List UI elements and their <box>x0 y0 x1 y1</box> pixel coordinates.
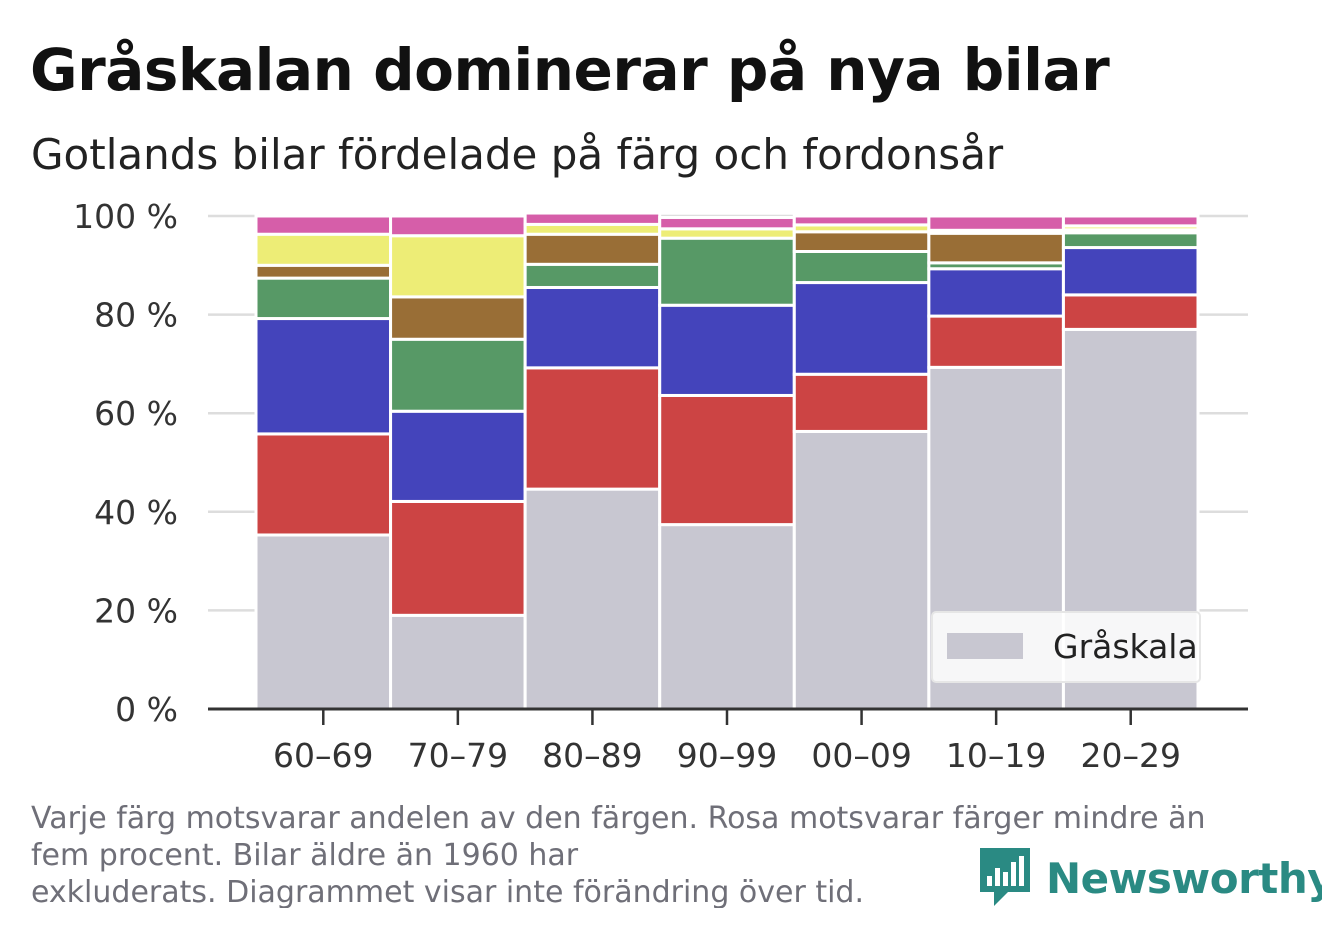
bar-segment <box>389 613 527 711</box>
bar-segment <box>389 499 527 617</box>
bar-segment <box>792 249 931 285</box>
bar-segment <box>658 523 796 711</box>
bar-segment <box>927 314 1065 369</box>
y-tick-label: 80 % <box>94 296 178 335</box>
x-tick-label: 80–89 <box>542 736 642 775</box>
y-tick-label: 60 % <box>94 394 178 433</box>
bar-segment <box>254 317 393 436</box>
bar-segment <box>658 215 796 231</box>
bar-segment <box>658 393 796 527</box>
bar-segment <box>254 432 393 537</box>
stacked-bar-chart: 0 % 20 % 40 % 60 % 80 % 100 % 60–69 70–79 80–89 9… <box>73 197 1248 775</box>
x-tick-label: 60–69 <box>273 736 373 775</box>
legend-label-graskala: Gråskala <box>1053 627 1198 666</box>
bar-segment <box>1061 293 1200 331</box>
bar-segment <box>523 262 662 289</box>
bar-segment <box>254 263 393 280</box>
bar-segment <box>792 230 931 253</box>
y-tick-label: 40 % <box>94 493 178 532</box>
bar-segment <box>792 281 931 376</box>
bar-segment <box>254 276 393 321</box>
footnote-line: fem procent. Bilar äldre än 1960 har <box>31 838 579 873</box>
bar-segment <box>389 409 527 503</box>
bar-segment <box>792 214 931 227</box>
x-tick-label: 20–29 <box>1080 736 1180 775</box>
brand-name: Newsworthy <box>1046 853 1322 903</box>
bar-segment <box>927 214 1065 232</box>
legend-swatch-graskala <box>947 633 1023 659</box>
bar-segment <box>792 429 931 711</box>
bar-segment <box>254 232 393 267</box>
bar-segment <box>1061 246 1200 297</box>
x-tick-label: 10–19 <box>946 736 1046 775</box>
x-tick-label: 00–09 <box>811 736 911 775</box>
bar-segment <box>523 211 662 226</box>
bar-segment <box>523 232 662 266</box>
y-tick-label: 20 % <box>94 591 178 630</box>
bar-segment <box>389 214 527 238</box>
bar-segment <box>1061 214 1200 228</box>
bar-segment <box>658 236 796 307</box>
footnote: Varje färg motsvarar andelen av den färg… <box>31 800 1271 908</box>
bar-segment <box>523 366 662 491</box>
x-tick-label: 90–99 <box>677 736 777 775</box>
axes: 0 % 20 % 40 % 60 % 80 % 100 % 60–69 70–79 80–89 9… <box>73 197 1248 775</box>
footnote-line: exkluderats. Diagrammet visar inte förän… <box>31 875 865 908</box>
chart-title: Gråskalan dominerar på nya bilar <box>30 36 1110 104</box>
bar-segment <box>1061 231 1200 250</box>
legend: Gråskala <box>931 611 1201 683</box>
legend-background <box>931 611 1201 683</box>
footnote-line: Varje färg motsvarar andelen av den färg… <box>31 801 1206 836</box>
y-tick-label: 100 % <box>73 197 178 236</box>
bar-segment <box>389 337 527 413</box>
bar-segment <box>254 214 393 236</box>
bar-segment <box>389 295 527 341</box>
x-tick-label: 70–79 <box>408 736 508 775</box>
bar-segment <box>658 303 796 397</box>
newsworthy-logo-icon <box>980 848 1030 906</box>
bar-segment <box>254 533 393 711</box>
bar-segment <box>523 487 662 711</box>
brand-logo: Newsworthy <box>980 848 1322 908</box>
bar-segment <box>927 231 1065 265</box>
bar-segment <box>389 234 527 299</box>
bar-segment <box>792 372 931 433</box>
chart-subtitle: Gotlands bilar fördelade på färg och for… <box>31 130 1004 179</box>
bar-segment <box>927 267 1065 318</box>
y-tick-label: 0 % <box>115 690 178 729</box>
bar-segment <box>523 285 662 370</box>
